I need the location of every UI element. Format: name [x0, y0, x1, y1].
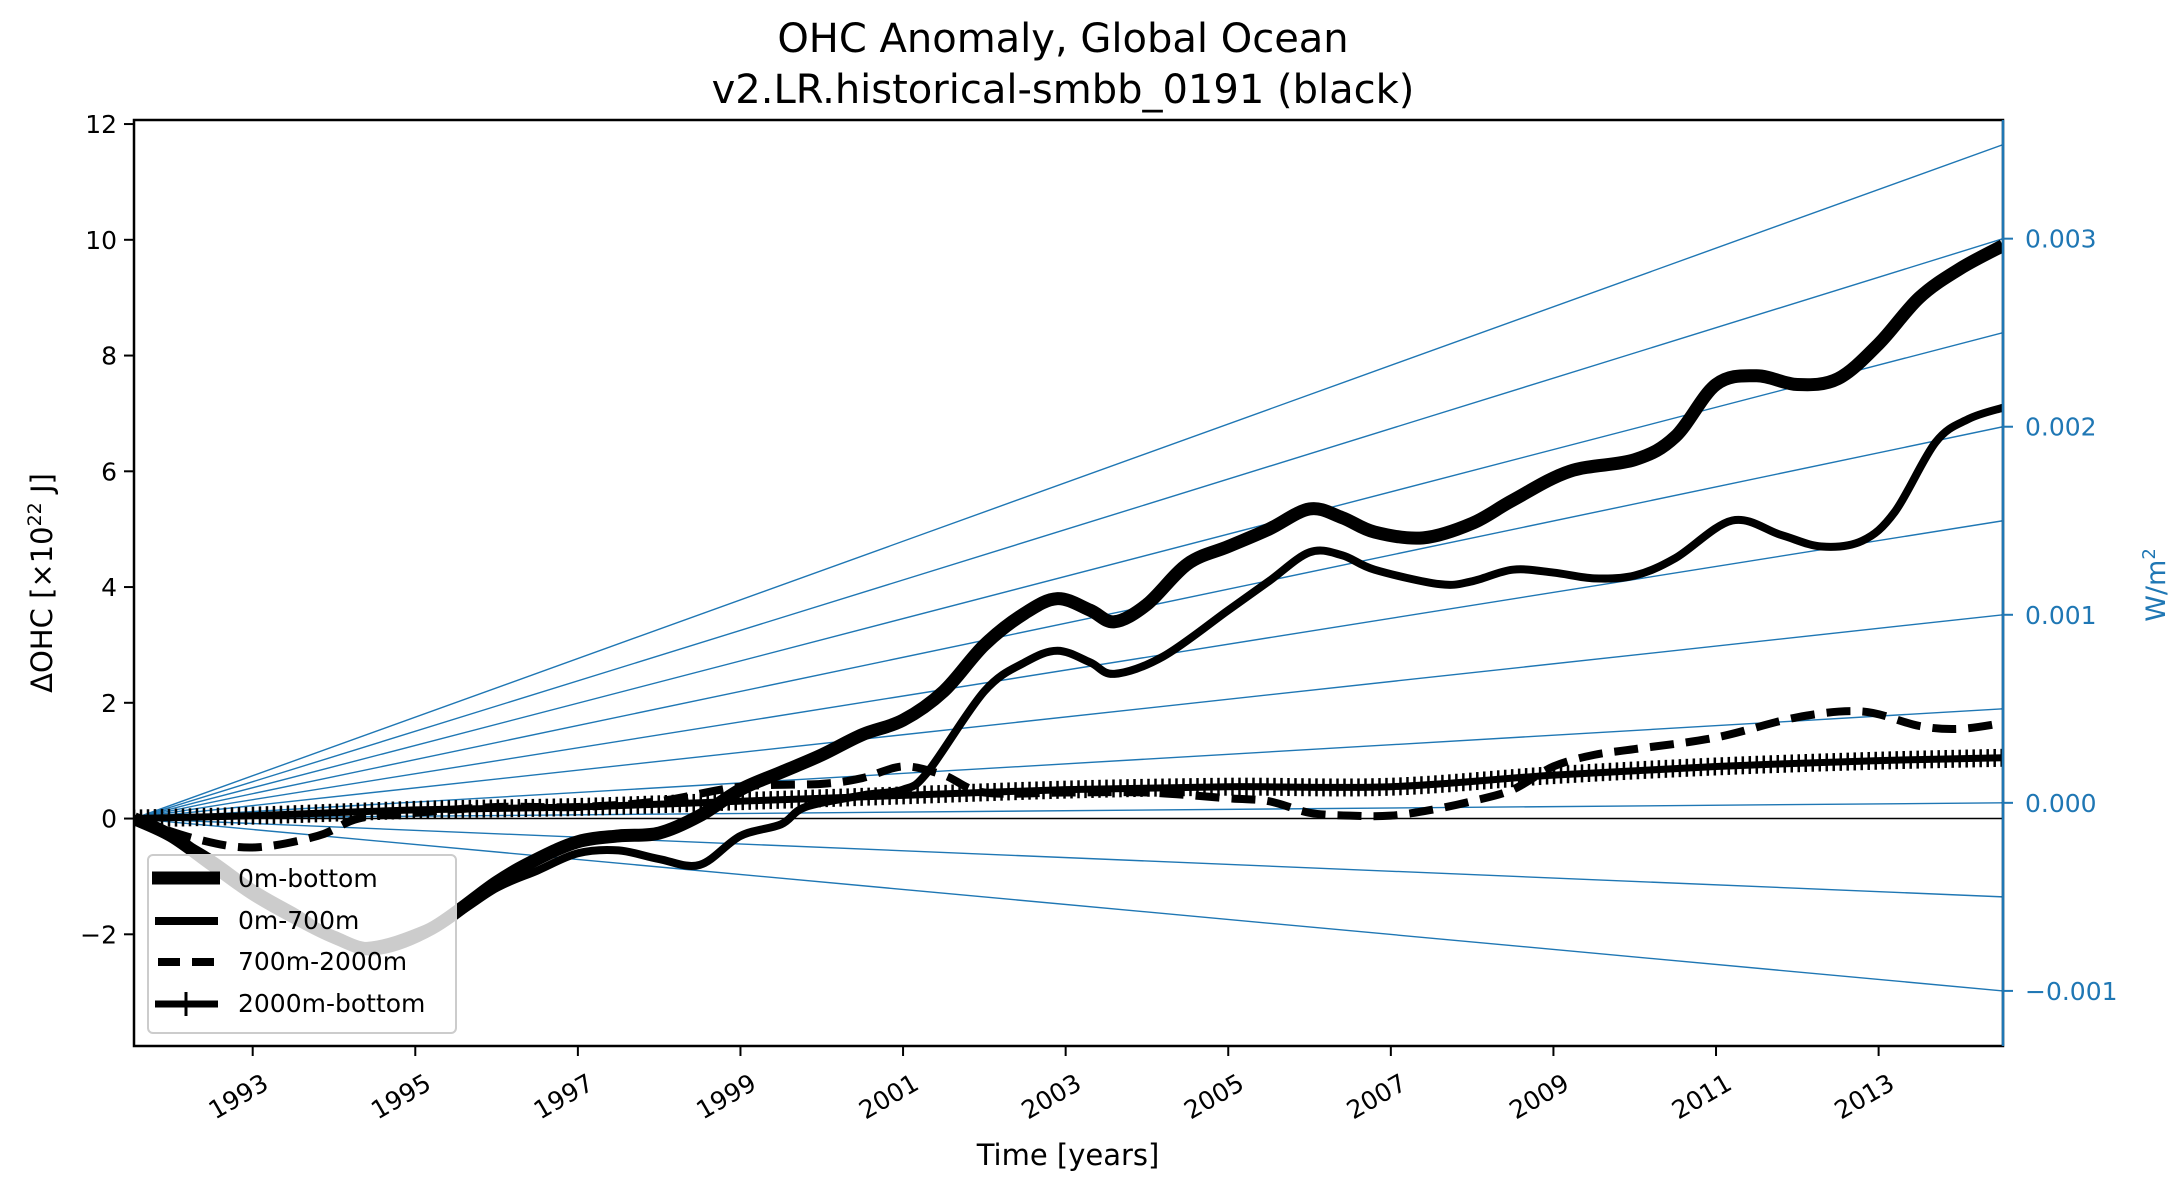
- legend-label-2000m-bottom: 2000m-bottom: [238, 989, 425, 1018]
- y-tick-label-6: 6: [101, 457, 117, 486]
- reference-line-6: [134, 426, 2003, 820]
- chart-title: OHC Anomaly, Global Ocean: [777, 16, 1348, 62]
- series-group: [134, 239, 2003, 956]
- x-tick-label-1997: 1997: [529, 1068, 599, 1125]
- reference-lines-group: [134, 143, 2003, 992]
- y2-tick-label-1: 0.000: [2025, 789, 2097, 818]
- chart-subtitle: v2.LR.historical-smbb_0191 (black): [712, 67, 1415, 113]
- y-axis-label-tail: J]: [25, 473, 59, 502]
- y-tick-label-8: 8: [101, 342, 117, 371]
- legend-box: [147, 854, 457, 1034]
- series-line-0m-700m: [134, 403, 2003, 950]
- x-axis: 1993 1995 1997 1999 2001 2003 2005 2007 2009 2011…: [204, 1046, 1900, 1125]
- reference-line-0: [134, 817, 2003, 992]
- reference-line-2: [134, 802, 2003, 820]
- y-tick-label-10: 10: [85, 226, 117, 255]
- y-tick-label--2: −2: [80, 920, 117, 949]
- legend: 0m-bottom 0m-700m 700m-2000m 2000m-botto…: [147, 854, 457, 1034]
- reference-line-9: [134, 143, 2003, 820]
- x-tick-label-1999: 1999: [691, 1068, 761, 1125]
- y2-tick-label-3: 0.002: [2025, 413, 2097, 442]
- x-axis-label: Time [years]: [976, 1138, 1160, 1172]
- x-tick-label-2011: 2011: [1667, 1068, 1737, 1125]
- y2-tick-label-0: −0.001: [2025, 977, 2118, 1006]
- reference-line-3: [134, 708, 2003, 820]
- y2-tick-label-4: 0.003: [2025, 225, 2097, 254]
- x-tick-label-2007: 2007: [1342, 1068, 1412, 1125]
- y-axis-label-sup: 22: [24, 502, 46, 526]
- x-tick-label-2013: 2013: [1830, 1068, 1900, 1125]
- series-line-0m-bottom: [134, 239, 2003, 956]
- y2-axis-label-main: W/m: [2141, 560, 2172, 622]
- x-tick-label-1993: 1993: [204, 1068, 274, 1125]
- reference-line-4: [134, 614, 2003, 820]
- y2-axis-label-sup: 2: [2139, 548, 2160, 559]
- legend-label-0m-700m: 0m-700m: [238, 906, 359, 935]
- y-tick-label-4: 4: [101, 573, 117, 602]
- reference-line-1: [134, 817, 2003, 898]
- x-tick-label-2009: 2009: [1504, 1068, 1574, 1125]
- x-tick-label-1995: 1995: [366, 1068, 436, 1125]
- x-tick-label-2005: 2005: [1179, 1068, 1249, 1125]
- reference-line-8: [134, 237, 2003, 820]
- reference-line-7: [134, 332, 2003, 820]
- y-axis-left: −2 0 2 4 6 8 10 12: [80, 110, 134, 949]
- y-tick-label-12: 12: [85, 110, 117, 139]
- y-axis-label: ΔOHC [×1022 J]: [24, 473, 59, 693]
- y2-tick-label-2: 0.001: [2025, 601, 2097, 630]
- legend-label-0m-bottom: 0m-bottom: [238, 864, 378, 893]
- reference-line-5: [134, 520, 2003, 820]
- legend-label-700m-2000m: 700m-2000m: [238, 947, 407, 976]
- y-tick-label-2: 2: [101, 689, 117, 718]
- y-axis-right: −0.001 0.000 0.001 0.002 0.003: [2003, 225, 2118, 1006]
- y2-axis-label: W/m2: [2139, 548, 2172, 622]
- x-tick-label-2001: 2001: [854, 1068, 924, 1125]
- x-tick-label-2003: 2003: [1017, 1068, 1087, 1125]
- y-tick-label-0: 0: [101, 805, 117, 834]
- y-axis-label-main: ΔOHC [×10: [25, 526, 59, 692]
